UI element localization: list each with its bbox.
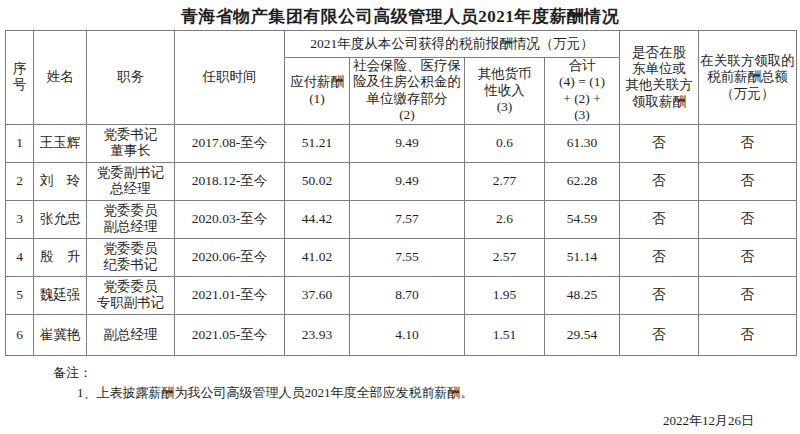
cell-social: 7.55: [350, 238, 465, 276]
cell-seq: 2: [6, 162, 34, 200]
table-row: 3 张允忠 党委委员 副总经理 2020.03-至今 44.42 7.57 2.…: [6, 200, 797, 238]
cell-total: 48.25: [545, 276, 620, 314]
header-social: 社会保险、医疗保 险及住房公积金的 单位缴存部分 (2): [350, 58, 465, 125]
cell-shareholder: 否: [620, 200, 699, 238]
cell-tenure: 2021.05-至今: [175, 314, 285, 355]
header-shareholder: 是否在股 东单位或 其他关联方 领取薪酬: [620, 31, 699, 125]
table-row: 1 王玉辉 党委书记 董事长 2017.08-至今 51.21 9.49 0.6…: [6, 124, 797, 162]
cell-seq: 3: [6, 200, 34, 238]
notes-label: 备注：: [53, 364, 92, 382]
header-related: 在关联方领取的 税前薪酬总额 （万元）: [699, 31, 797, 125]
cell-tenure: 2017.08-至今: [175, 124, 285, 162]
header-payable: 应付薪酬 (1): [285, 58, 350, 125]
cell-position: 党委委员 纪委书记: [87, 238, 175, 276]
cell-tenure: 2018.12-至今: [175, 162, 285, 200]
cell-related: 否: [699, 238, 797, 276]
cell-payable: 50.02: [285, 162, 350, 200]
cell-seq: 6: [6, 314, 34, 355]
cell-shareholder: 否: [620, 238, 699, 276]
cell-shareholder: 否: [620, 162, 699, 200]
note-item-1: 1、上表披露薪酬为我公司高级管理人员2021年度全部应发税前薪酬。: [77, 384, 474, 402]
cell-payable: 37.60: [285, 276, 350, 314]
header-tenure: 任职时间: [175, 31, 285, 125]
document-date: 2022年12月26日: [663, 412, 754, 430]
table-row: 4 殷 升 党委委员 纪委书记 2020.06-至今 41.02 7.55 2.…: [6, 238, 797, 276]
cell-position: 党委副书记 总经理: [87, 162, 175, 200]
cell-payable: 41.02: [285, 238, 350, 276]
cell-seq: 5: [6, 276, 34, 314]
cell-tenure: 2020.06-至今: [175, 238, 285, 276]
cell-total: 62.28: [545, 162, 620, 200]
cell-seq: 4: [6, 238, 34, 276]
cell-related: 否: [699, 200, 797, 238]
cell-social: 9.49: [350, 162, 465, 200]
header-total: 合计 (4) = (1) + (2) + (3): [545, 58, 620, 125]
cell-other: 1.95: [465, 276, 545, 314]
cell-social: 4.10: [350, 314, 465, 355]
cell-total: 29.54: [545, 314, 620, 355]
document-page: 青海省物产集团有限公司高级管理人员2021年度薪酬情况 序 号 姓名 职务 任职…: [0, 0, 800, 434]
cell-name: 王玉辉: [34, 124, 87, 162]
table-row: 5 魏廷强 党委委员 专职副书记 2021.01-至今 37.60 8.70 1…: [6, 276, 797, 314]
header-group-2021: 2021年度从本公司获得的税前报酬情况（万元）: [285, 31, 620, 58]
cell-total: 54.59: [545, 200, 620, 238]
cell-payable: 23.93: [285, 314, 350, 355]
cell-related: 否: [699, 314, 797, 355]
header-name: 姓名: [34, 31, 87, 125]
cell-related: 否: [699, 162, 797, 200]
cell-position: 党委委员 专职副书记: [87, 276, 175, 314]
cell-other: 2.6: [465, 200, 545, 238]
header-other: 其他货币 性收入 (3): [465, 58, 545, 125]
cell-payable: 44.42: [285, 200, 350, 238]
cell-seq: 1: [6, 124, 34, 162]
header-position: 职务: [87, 31, 175, 125]
cell-social: 8.70: [350, 276, 465, 314]
table-row: 2 刘 玲 党委副书记 总经理 2018.12-至今 50.02 9.49 2.…: [6, 162, 797, 200]
cell-tenure: 2020.03-至今: [175, 200, 285, 238]
cell-name: 刘 玲: [34, 162, 87, 200]
cell-social: 9.49: [350, 124, 465, 162]
cell-other: 0.6: [465, 124, 545, 162]
cell-related: 否: [699, 124, 797, 162]
header-seq: 序 号: [6, 31, 34, 125]
cell-name: 崔冀艳: [34, 314, 87, 355]
cell-shareholder: 否: [620, 276, 699, 314]
cell-shareholder: 否: [620, 124, 699, 162]
cell-shareholder: 否: [620, 314, 699, 355]
salary-table: 序 号 姓名 职务 任职时间 2021年度从本公司获得的税前报酬情况（万元） 是…: [5, 30, 797, 356]
cell-other: 1.51: [465, 314, 545, 355]
table-row: 6 崔冀艳 副总经理 2021.05-至今 23.93 4.10 1.51 29…: [6, 314, 797, 355]
cell-position: 党委书记 董事长: [87, 124, 175, 162]
cell-social: 7.57: [350, 200, 465, 238]
cell-total: 61.30: [545, 124, 620, 162]
cell-payable: 51.21: [285, 124, 350, 162]
cell-name: 张允忠: [34, 200, 87, 238]
cell-related: 否: [699, 276, 797, 314]
cell-other: 2.57: [465, 238, 545, 276]
cell-name: 殷 升: [34, 238, 87, 276]
cell-position: 副总经理: [87, 314, 175, 355]
cell-position: 党委委员 副总经理: [87, 200, 175, 238]
cell-name: 魏廷强: [34, 276, 87, 314]
header-row-top: 序 号 姓名 职务 任职时间 2021年度从本公司获得的税前报酬情况（万元） 是…: [6, 31, 797, 58]
page-title: 青海省物产集团有限公司高级管理人员2021年度薪酬情况: [0, 5, 800, 28]
cell-tenure: 2021.01-至今: [175, 276, 285, 314]
cell-total: 51.14: [545, 238, 620, 276]
cell-other: 2.77: [465, 162, 545, 200]
